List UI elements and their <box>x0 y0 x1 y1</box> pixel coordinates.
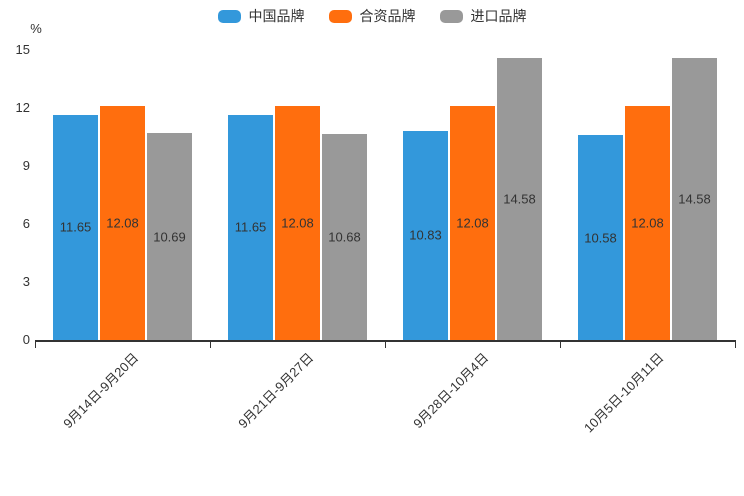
bar-value-label: 10.69 <box>153 229 186 245</box>
bar-value-label: 10.58 <box>584 230 617 246</box>
bar-value-label: 10.83 <box>409 227 442 243</box>
legend-item-label: 进口品牌 <box>470 8 527 24</box>
x-axis-tick <box>560 342 561 348</box>
x-category-label: 9月28日-10月4日 <box>409 350 492 432</box>
legend-item-label: 中国品牌 <box>248 8 305 24</box>
bar-value-label: 12.08 <box>281 215 314 231</box>
x-category-label: 9月14日-9月20日 <box>59 350 142 432</box>
bar-series-1-group-1[interactable] <box>275 106 320 340</box>
x-category-label: 10月5日-10月11日 <box>580 350 667 436</box>
legend-marker-icon <box>217 9 241 23</box>
bar-series-0-group-0[interactable] <box>53 114 98 340</box>
x-axis-tick <box>385 342 386 348</box>
bar-value-label: 10.68 <box>328 229 361 245</box>
y-axis-unit-label: % <box>30 21 42 36</box>
legend-item-series-2[interactable]: 进口品牌 <box>439 8 527 24</box>
bar-value-label: 14.58 <box>678 191 711 207</box>
bar-series-2-group-3[interactable] <box>672 58 717 340</box>
x-axis-tick <box>210 342 211 348</box>
y-tick-label: 3 <box>22 274 30 289</box>
bar-series-2-group-1[interactable] <box>322 133 367 340</box>
x-axis-line <box>35 340 736 342</box>
bar-value-label: 12.08 <box>106 215 139 231</box>
bar-series-0-group-1[interactable] <box>228 114 273 340</box>
y-tick-label: 15 <box>15 42 30 57</box>
y-tick-label: 6 <box>22 216 30 231</box>
bar-series-2-group-0[interactable] <box>147 133 192 340</box>
bar-series-1-group-2[interactable] <box>450 106 495 340</box>
legend-item-series-1[interactable]: 合资品牌 <box>328 8 416 24</box>
bar-series-2-group-2[interactable] <box>497 58 542 340</box>
x-axis-tick <box>735 342 736 348</box>
bar-series-1-group-3[interactable] <box>625 106 670 340</box>
y-tick-label: 0 <box>22 332 30 347</box>
x-axis-tick <box>35 342 36 348</box>
legend-marker-icon <box>439 9 463 23</box>
bar-value-label: 11.65 <box>59 219 92 235</box>
bar-series-0-group-3[interactable] <box>578 135 623 340</box>
bar-series-1-group-0[interactable] <box>100 106 145 340</box>
legend-marker-icon <box>328 9 352 23</box>
bar-value-label: 14.58 <box>503 191 536 207</box>
y-tick-label: 12 <box>15 100 30 115</box>
legend-item-label: 合资品牌 <box>359 8 416 24</box>
x-category-label: 9月21日-9月27日 <box>234 350 317 432</box>
bar-value-label: 12.08 <box>631 215 664 231</box>
bar-series-0-group-2[interactable] <box>403 130 448 340</box>
legend: 中国品牌 合资品牌 进口品牌 <box>0 8 744 24</box>
legend-item-series-0[interactable]: 中国品牌 <box>217 8 305 24</box>
y-tick-label: 9 <box>22 158 30 173</box>
bar-value-label: 12.08 <box>456 215 489 231</box>
bar-value-label: 11.65 <box>234 219 267 235</box>
